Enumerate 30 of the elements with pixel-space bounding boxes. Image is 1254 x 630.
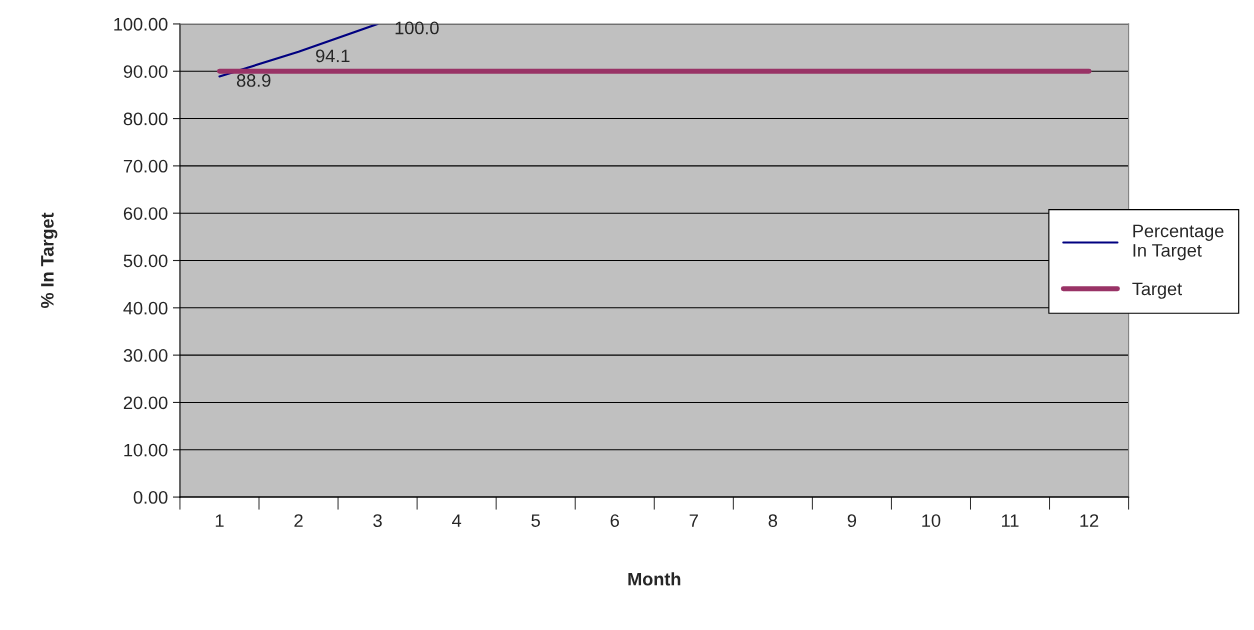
y-tick-label: 30.00: [123, 349, 168, 362]
x-axis-title: Month: [628, 572, 681, 586]
y-tick-label: 70.00: [123, 159, 168, 173]
legend-label: Target: [1132, 282, 1182, 299]
y-tick-label: 60.00: [123, 207, 168, 220]
data-label: 94.1: [316, 49, 350, 63]
y-axis-title: % In Target: [40, 212, 58, 309]
y-tick-label: 50.00: [123, 254, 168, 268]
x-tick-label: 10: [922, 514, 941, 527]
x-tick-label: 4: [452, 514, 462, 527]
y-tick-label: 100.00: [114, 17, 168, 31]
x-tick-label: 8: [768, 514, 778, 527]
y-tick-label: 10.00: [124, 443, 168, 457]
x-tick-label: 3: [373, 514, 382, 527]
x-tick-label: 11: [1002, 514, 1019, 527]
x-tick-label: 12: [1080, 514, 1099, 527]
y-tick-label: 0.00: [133, 491, 168, 504]
x-tick-label: 1: [215, 514, 224, 527]
x-tick-label: 6: [610, 514, 619, 527]
x-tick-label: 5: [531, 514, 540, 527]
y-tick-label: 40.00: [123, 301, 168, 315]
x-tick-label: 2: [294, 514, 303, 527]
x-tick-label: 9: [847, 514, 857, 527]
y-tick-label: 80.00: [123, 112, 168, 126]
y-tick-label: 20.00: [123, 396, 168, 410]
data-label: 88.9: [236, 74, 271, 87]
legend-label: Percentage In Target: [1133, 224, 1224, 261]
x-tick-label: 7: [689, 514, 698, 527]
y-tick-label: 90.00: [123, 65, 168, 78]
data-label: 100.0: [395, 21, 439, 35]
